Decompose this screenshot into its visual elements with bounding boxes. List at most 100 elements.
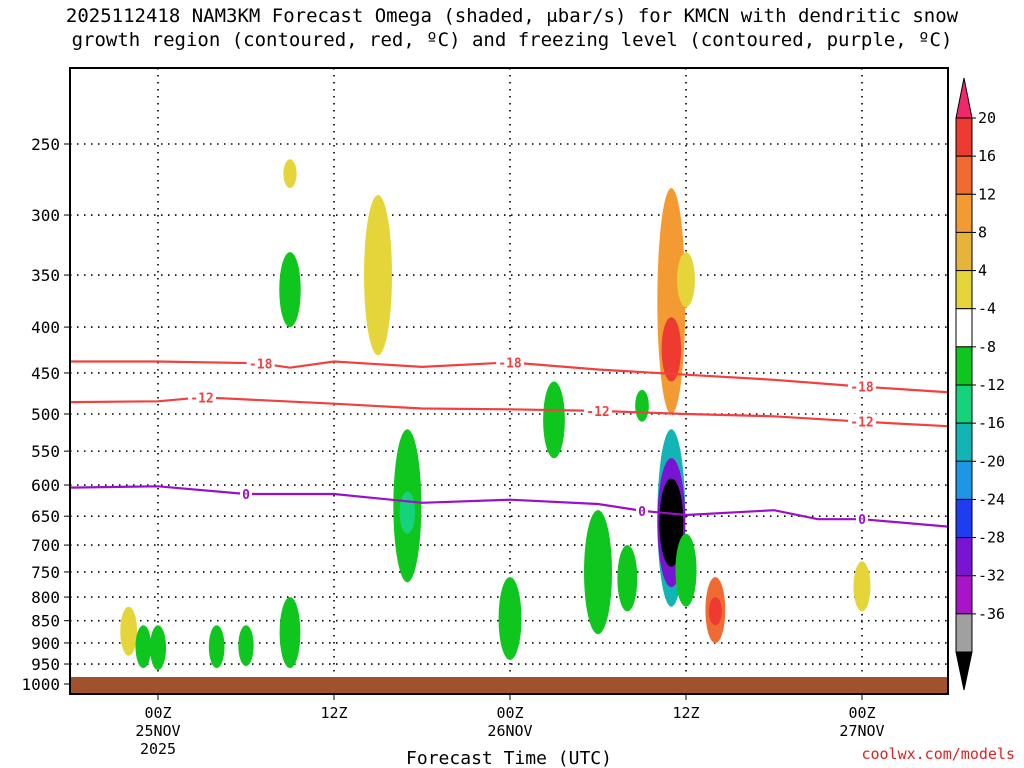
x-tick-label: 2025 [140, 740, 176, 758]
contour-label-bg [188, 389, 216, 406]
omega-region [853, 561, 871, 612]
omega-region [279, 252, 301, 328]
colorbar-label: 4 [978, 262, 987, 280]
omega-region [498, 577, 522, 660]
y-tick-label: 650 [31, 507, 60, 526]
y-tick-label: 750 [31, 563, 60, 582]
contour-label-bg [246, 355, 275, 372]
omega-region [617, 545, 638, 612]
colorbar: 20 16 12 8 4 -4 -8 -12 -16 -20 -24 -28 -32 -36 [955, 77, 1005, 691]
y-tick-label: 600 [31, 476, 60, 495]
omega-region [149, 625, 167, 671]
contour-label: -12 [586, 405, 609, 420]
plot-frame [69, 67, 949, 695]
contour-label-bg [848, 413, 876, 430]
contour-label: -18 [498, 356, 522, 371]
contour-label: -12 [190, 391, 213, 406]
omega-region [399, 491, 416, 534]
credit-text: coolwx.com/models [861, 745, 1015, 763]
x-tick-label: 26NOV [487, 722, 532, 740]
chart-title-line2: growth region (contoured, red, ºC) and f… [71, 29, 953, 51]
x-tick-label: 12Z [320, 704, 347, 722]
y-tick-label: 350 [31, 266, 60, 285]
contour-label: -18 [850, 381, 874, 396]
x-tick-label: 27NOV [839, 722, 884, 740]
colorbar-label: -20 [978, 452, 1005, 470]
x-tick-label: 00Z [848, 704, 875, 722]
contour-label: -18 [249, 357, 273, 372]
contour-label-bg [848, 378, 876, 395]
colorbar-bin [955, 460, 973, 500]
y-tick-label: 450 [31, 364, 60, 383]
colorbar-bottom-arrow [955, 651, 973, 691]
y-tick-label: 900 [31, 634, 60, 653]
y-tick-label: 550 [31, 442, 60, 461]
x-tick-label: 25NOV [135, 722, 180, 740]
colorbar-label: -32 [978, 567, 1005, 585]
colorbar-label: -36 [978, 605, 1005, 623]
colorbar-bin [955, 231, 973, 272]
y-tick-label: 400 [31, 318, 60, 337]
colorbar-label: -28 [978, 529, 1005, 547]
omega-region [135, 625, 152, 669]
colorbar-label: 8 [978, 223, 987, 241]
colorbar-bin [955, 422, 973, 462]
y-tick-label: 700 [31, 536, 60, 555]
colorbar-label: -24 [978, 490, 1005, 508]
contour-label-bg [636, 502, 648, 519]
contour-line [70, 360, 948, 394]
colorbar-label: -4 [978, 300, 996, 318]
y-tick-label: 1000 [21, 675, 60, 694]
omega-region [708, 597, 722, 626]
y-tick-label: 250 [31, 135, 60, 154]
colorbar-bin [955, 308, 973, 348]
ground-surface [70, 677, 948, 694]
x-axis-label: Forecast Time (UTC) [406, 748, 612, 768]
omega-region [584, 510, 612, 635]
omega-region [279, 597, 301, 669]
contour-line [70, 396, 948, 428]
colorbar-bin [955, 575, 973, 615]
colorbar-label: -16 [978, 414, 1005, 432]
omega-region [677, 252, 695, 308]
x-tick-label: 12Z [672, 704, 699, 722]
contour-label: 0 [242, 488, 250, 503]
colorbar-bin [955, 613, 973, 653]
colorbar-bin [955, 384, 973, 424]
contour-label: -12 [850, 416, 873, 431]
y-tick-label: 300 [31, 206, 60, 225]
y-tick-label: 500 [31, 405, 60, 424]
y-tick-label: 850 [31, 612, 60, 631]
contour-label: 0 [638, 505, 646, 520]
omega-region [659, 478, 684, 567]
chart-title: 2025112418 NAM3KM Forecast Omega (shaded… [0, 4, 1024, 52]
omega-region [364, 195, 392, 356]
omega-shading [120, 159, 871, 671]
omega-region [120, 606, 138, 656]
colorbar-label: 12 [978, 185, 996, 203]
colorbar-bin [955, 346, 973, 386]
colorbar-top-arrow [955, 77, 973, 119]
y-tick-label: 800 [31, 588, 60, 607]
omega-region [675, 533, 697, 607]
omega-region [208, 625, 225, 669]
contours: -18 -18 -18 -12 -12 -12 0 0 0 [70, 354, 948, 528]
omega-region [238, 625, 254, 667]
omega-region [661, 317, 682, 382]
colorbar-bin [955, 498, 973, 539]
x-tick-label: 00Z [144, 704, 171, 722]
contour-label-bg [496, 354, 524, 371]
colorbar-bin [955, 537, 973, 577]
omega-region [283, 159, 297, 189]
colorbar-label: -12 [978, 376, 1005, 394]
colorbar-bin [955, 193, 973, 233]
contour-label-bg [584, 402, 612, 419]
colorbar-bin [955, 270, 973, 310]
colorbar-bin [955, 117, 973, 157]
chart-title-line1: 2025112418 NAM3KM Forecast Omega (shaded… [65, 5, 959, 27]
contour-line [70, 485, 948, 528]
contour-label: 0 [858, 513, 866, 528]
contour-label-bg [240, 486, 252, 503]
